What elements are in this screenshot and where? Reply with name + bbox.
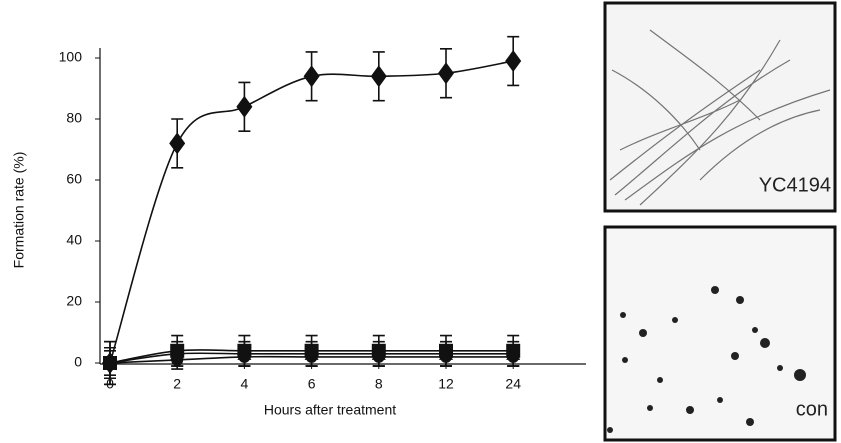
diamond-marker bbox=[505, 50, 522, 73]
y-tick-label: 0 bbox=[74, 354, 82, 370]
diamond-marker bbox=[303, 65, 320, 88]
y-tick-label: 100 bbox=[59, 49, 83, 65]
x-tick-label: 8 bbox=[375, 376, 383, 392]
y-tick-label: 60 bbox=[66, 171, 82, 187]
y-tick-label: 40 bbox=[66, 232, 82, 248]
panel-label: YC4194 bbox=[759, 174, 831, 196]
diamond-marker bbox=[370, 65, 387, 88]
x-tick-label: 24 bbox=[505, 376, 521, 392]
circle-marker bbox=[440, 350, 452, 363]
micrograph-top: YC4194 bbox=[603, 1, 837, 213]
x-axis-label: Hours after treatment bbox=[264, 402, 396, 418]
x-tick-label: 2 bbox=[173, 376, 181, 392]
circle-marker bbox=[238, 350, 251, 363]
x-tick-label: 12 bbox=[438, 376, 454, 392]
circle-marker bbox=[507, 350, 520, 363]
circle-marker bbox=[305, 350, 318, 363]
series-line bbox=[109, 60, 514, 364]
diamond-marker bbox=[169, 132, 186, 155]
x-tick-label: 4 bbox=[241, 376, 249, 392]
y-tick-label: 20 bbox=[66, 293, 82, 309]
circle-marker bbox=[372, 350, 385, 363]
y-tick-label: 80 bbox=[66, 110, 82, 126]
panel-label: con bbox=[796, 398, 828, 420]
y-axis-label: Formation rate (%) bbox=[11, 152, 27, 269]
x-tick-label: 6 bbox=[308, 376, 316, 392]
circle-marker bbox=[171, 353, 184, 366]
diamond-marker bbox=[438, 62, 454, 85]
diamond-marker bbox=[236, 95, 253, 118]
micrograph-bottom: con bbox=[603, 225, 837, 442]
circle-marker bbox=[104, 357, 116, 369]
